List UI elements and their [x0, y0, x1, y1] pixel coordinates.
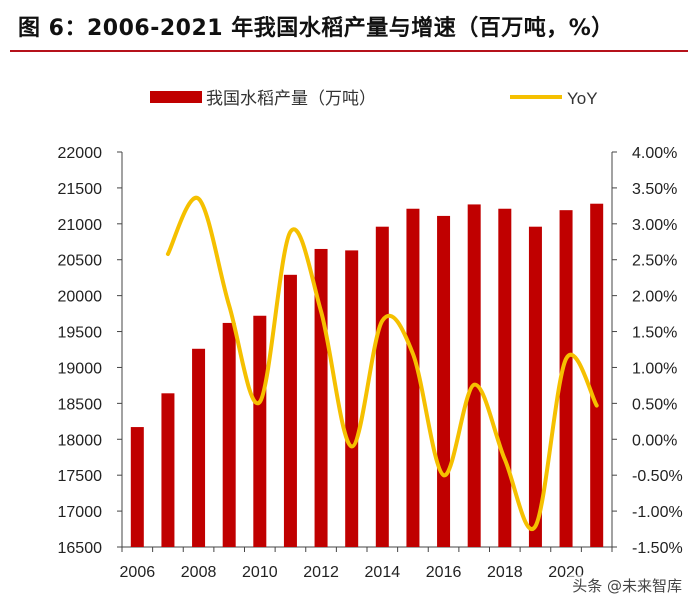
y-right-tick-label: 0.50%	[632, 396, 677, 413]
bar	[253, 315, 267, 547]
legend-swatch-bar	[150, 91, 202, 103]
x-tick-label: 2006	[120, 564, 156, 581]
bar	[590, 203, 604, 547]
x-tick-label: 2018	[487, 564, 523, 581]
y-left-tick-label: 19000	[58, 360, 103, 377]
bar	[283, 274, 297, 547]
bar	[437, 215, 451, 547]
title-rule	[10, 50, 688, 52]
legend-label-bar: 我国水稻产量（万吨）	[206, 89, 376, 108]
line-group	[165, 196, 599, 531]
bar	[130, 427, 144, 547]
bar	[528, 226, 542, 547]
x-tick-label: 2008	[181, 564, 217, 581]
y-left-tick-label: 21500	[58, 181, 103, 198]
y-right-tick-label: 0.00%	[632, 432, 677, 449]
bar	[161, 393, 175, 547]
y-right-tick-label: 1.00%	[632, 360, 677, 377]
y-left-tick-label: 20000	[58, 289, 103, 306]
chart-title: 图 6：2006-2021 年我国水稻产量与增速（百万吨，%）	[18, 16, 614, 41]
legend-label-line: YoY	[567, 89, 598, 108]
y-right-tick-label: -1.50%	[632, 540, 683, 557]
y-left-tick-label: 19500	[58, 325, 103, 342]
y-left-tick-label: 17500	[58, 468, 103, 485]
x-tick-label: 2016	[426, 564, 462, 581]
bar	[559, 210, 573, 547]
bar	[345, 250, 359, 547]
y-left-tick-label: 18000	[58, 432, 103, 449]
bar	[192, 348, 206, 547]
x-tick-label: 2012	[303, 564, 339, 581]
y-right-tick-label: 2.50%	[632, 253, 677, 270]
x-tick-label: 2010	[242, 564, 278, 581]
y-left-tick-label: 17000	[58, 504, 103, 521]
bar	[375, 226, 389, 547]
y-left-tick-label: 18500	[58, 396, 103, 413]
bars-group	[130, 203, 604, 548]
y-right-tick-label: 3.00%	[632, 217, 677, 234]
y-left-tick-label: 21000	[58, 217, 103, 234]
bar	[498, 208, 512, 547]
y-right-tick-label: -0.50%	[632, 468, 683, 485]
legend-group: 我国水稻产量（万吨） YoY	[150, 89, 598, 108]
y-right-tick-label: 2.00%	[632, 289, 677, 306]
y-left-tick-label: 20500	[58, 253, 103, 270]
yoy-line	[165, 196, 599, 531]
y-right-tick-label: -1.00%	[632, 504, 683, 521]
x-tick-label: 2014	[365, 564, 401, 581]
bar	[467, 204, 481, 547]
y-left-tick-label: 16500	[58, 540, 103, 557]
bar	[222, 322, 236, 547]
y-right-tick-label: 3.50%	[632, 181, 677, 198]
labels-group: 16500 17000 17500 18000 18500 19000 19500 20000…	[58, 145, 683, 581]
watermark: 头条 @未来智库	[568, 575, 686, 596]
y-right-tick-label: 4.00%	[632, 145, 677, 162]
bar	[406, 208, 420, 547]
y-left-tick-label: 22000	[58, 145, 103, 162]
y-right-tick-label: 1.50%	[632, 325, 677, 342]
